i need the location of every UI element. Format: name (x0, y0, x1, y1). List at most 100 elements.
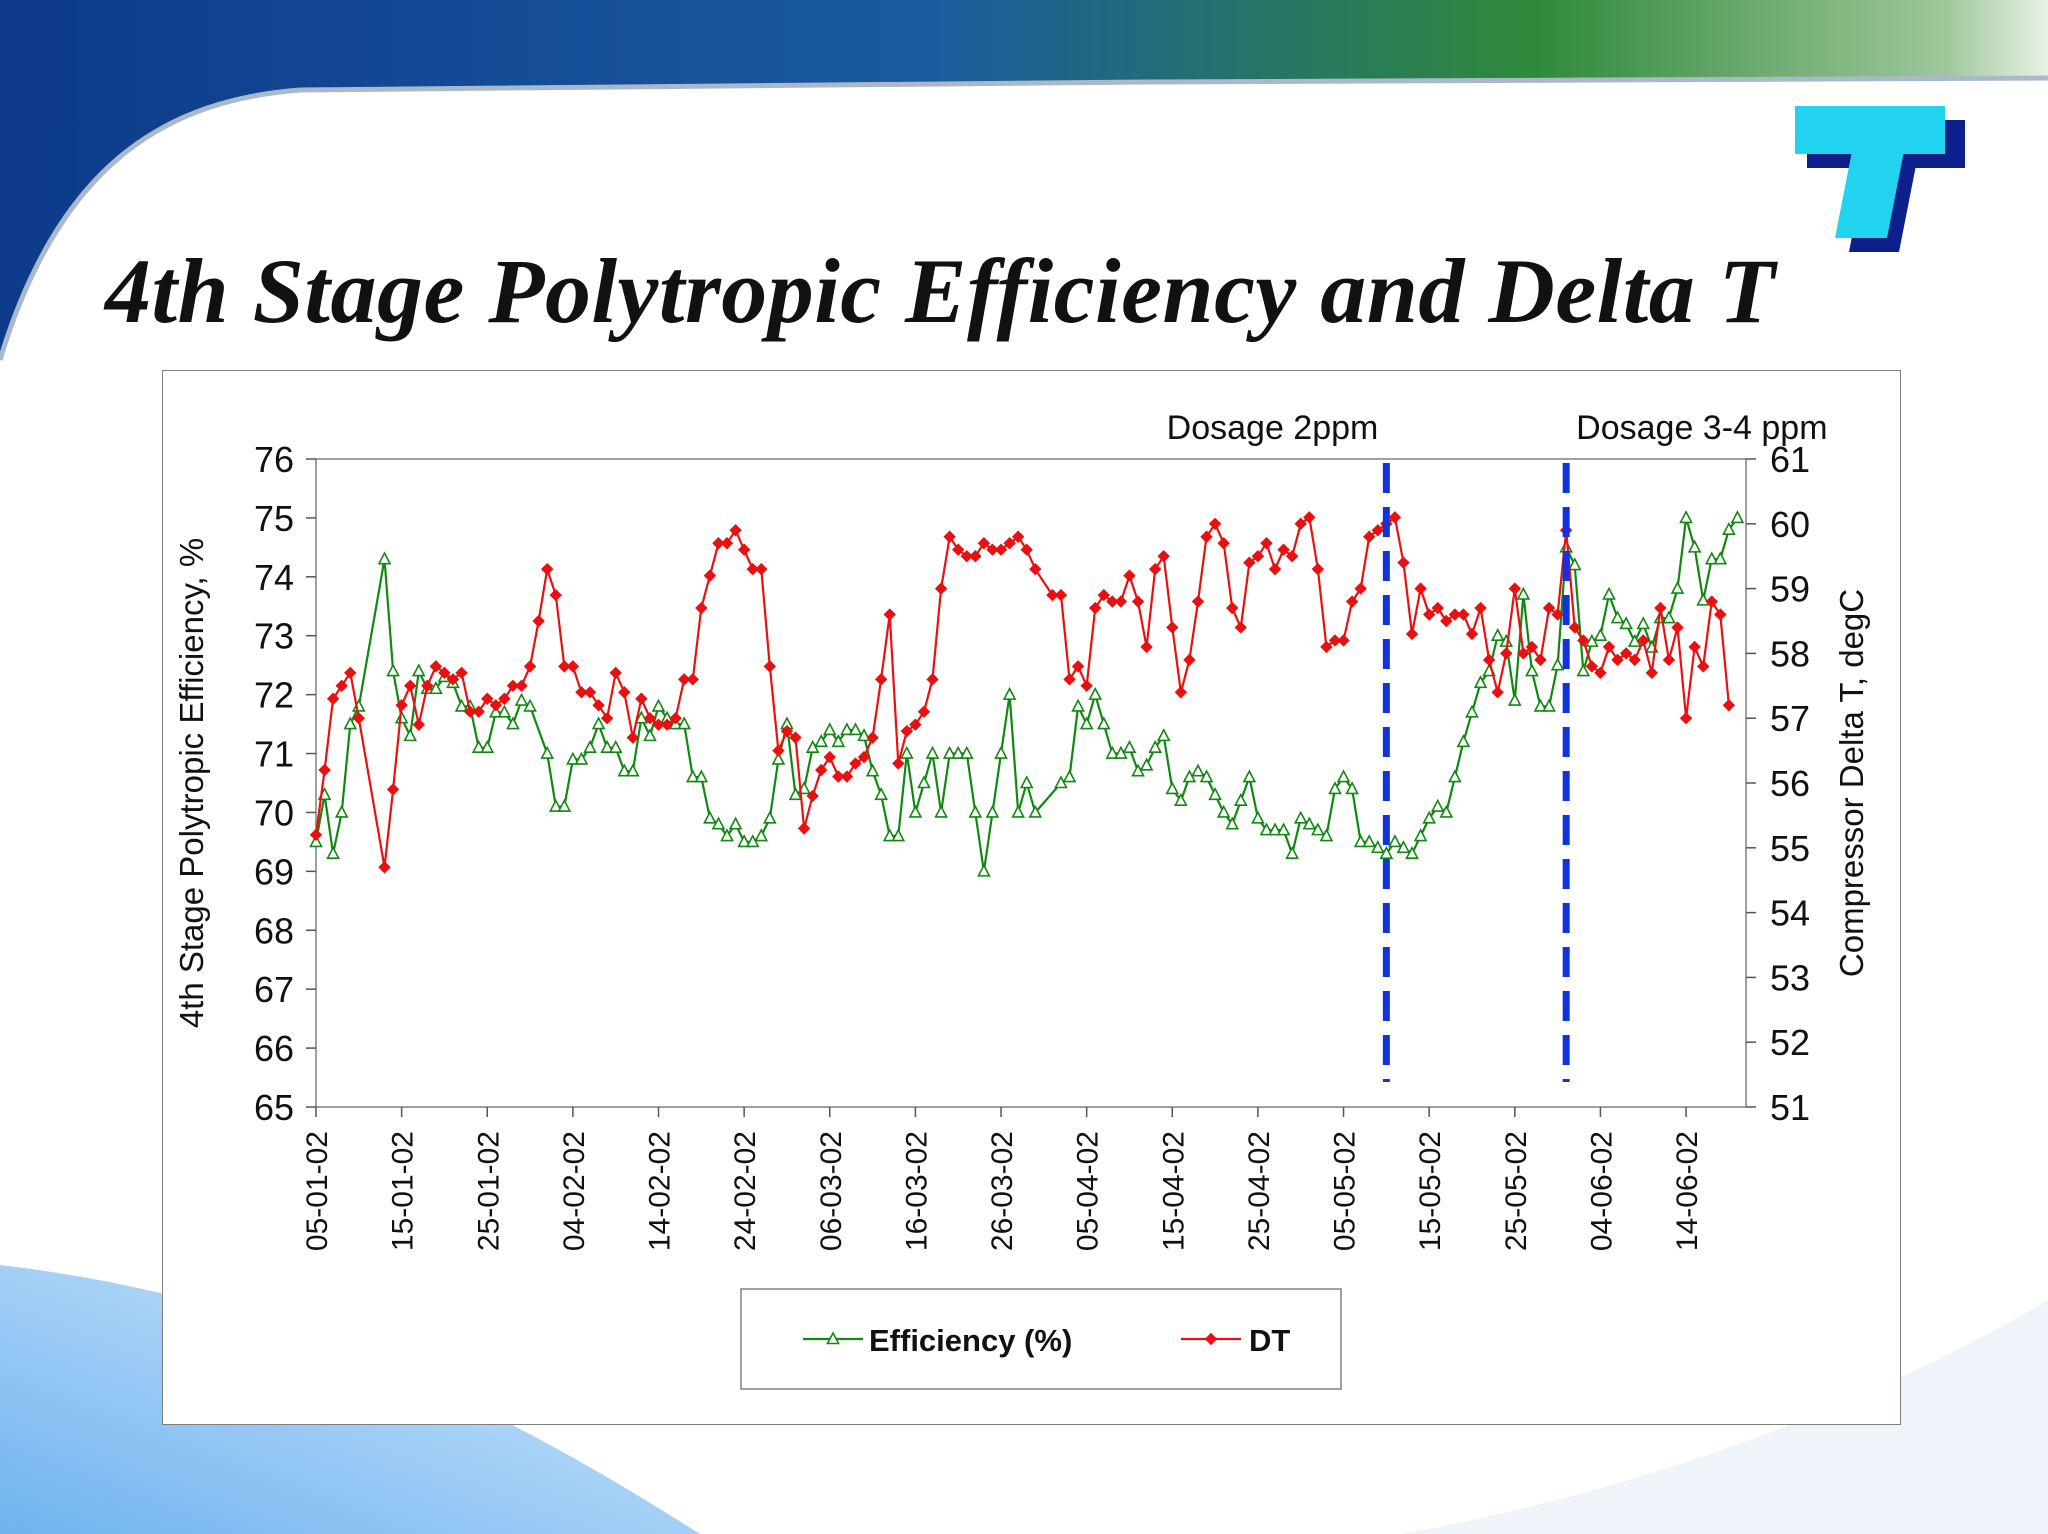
efficiency-point (1627, 633, 1642, 647)
x-tick-label: 25-05-02 (1500, 1131, 1533, 1251)
dt-point (1611, 653, 1624, 667)
dt-point (1551, 608, 1564, 621)
efficiency-point (488, 704, 503, 718)
efficiency-point (685, 769, 700, 783)
efficiency-point (1071, 698, 1085, 712)
efficiency-point (703, 810, 717, 824)
dt-point (1003, 537, 1016, 550)
efficiency-point (411, 663, 426, 677)
x-tick-label: 14-06-02 (1671, 1131, 1704, 1251)
efficiency-point (608, 739, 623, 753)
dt-point (600, 711, 614, 725)
dt-point (1696, 660, 1710, 673)
dt-point (1071, 660, 1085, 673)
dt-point (806, 789, 819, 803)
y-right-tick-label: 59 (1770, 569, 1810, 610)
dt-point (318, 763, 331, 777)
dt-point (1517, 647, 1530, 660)
dt-point (352, 711, 366, 725)
dt-point (472, 705, 485, 718)
dt-point (1148, 562, 1162, 576)
dt-point (1320, 640, 1333, 654)
efficiency-point (1567, 557, 1582, 571)
dt-point (1097, 588, 1110, 602)
dt-point (892, 757, 905, 770)
x-tick-label: 05-01-02 (301, 1131, 334, 1251)
dt-point (309, 828, 323, 842)
dt-point (917, 705, 931, 718)
dt-point (1020, 543, 1033, 556)
dt-point (986, 543, 999, 556)
dt-point (378, 861, 391, 874)
dt-point (1054, 588, 1068, 602)
dt-point (977, 537, 991, 550)
company-logo (1795, 106, 1965, 252)
dt-point (326, 692, 340, 705)
dt-point (532, 614, 545, 628)
efficiency-point (891, 828, 906, 842)
dt-point (1705, 595, 1718, 608)
dt-point (1525, 640, 1539, 654)
efficiency-point (1019, 775, 1034, 789)
efficiency-point (771, 751, 786, 765)
dt-point (1174, 686, 1188, 699)
x-tick-label: 15-04-02 (1157, 1131, 1190, 1251)
dt-point (797, 822, 811, 835)
dosage-label: Dosage 2ppm (1167, 409, 1379, 447)
y-left-tick-label: 75 (254, 498, 294, 539)
x-tick-label: 16-03-02 (900, 1131, 933, 1251)
chart-legend: Efficiency (%) DT (740, 1288, 1342, 1390)
efficiency-point (826, 1331, 840, 1345)
x-tick-label: 15-01-02 (387, 1131, 420, 1251)
efficiency-point (1379, 845, 1394, 859)
chart-axes-layer: 65 66 67 68 69 70 71 72 73 74 75 76 51 52 53 54 55 56 57 58… (173, 439, 1870, 1251)
y-left-tick-label: 73 (254, 616, 294, 657)
dt-point (857, 750, 871, 764)
efficiency-point (1413, 828, 1428, 842)
dt-point (1183, 653, 1196, 667)
dosage-label: Dosage 3-4 ppm (1576, 409, 1827, 447)
dt-point (952, 543, 965, 556)
x-tick-label: 06-03-02 (815, 1131, 848, 1251)
efficiency-point (309, 834, 323, 848)
efficiency-point (1593, 628, 1608, 642)
efficiency-point (1722, 521, 1736, 535)
y-right-tick-label: 61 (1770, 439, 1810, 480)
bottom-right-swoosh (1400, 1300, 2048, 1534)
dt-point (1114, 595, 1128, 608)
efficiency-point (1679, 510, 1693, 524)
y-left-tick-label: 66 (254, 1028, 294, 1069)
efficiency-point (651, 698, 666, 712)
dt-point (1594, 666, 1607, 680)
dt-point (1568, 621, 1581, 634)
dt-point (1131, 595, 1145, 608)
dt-point (1234, 621, 1247, 634)
dt-point (1671, 621, 1684, 634)
efficiency-point (1456, 734, 1471, 748)
efficiency-point (754, 828, 769, 842)
efficiency-point (497, 704, 512, 718)
efficiency-point (617, 763, 632, 777)
efficiency-point (934, 804, 948, 818)
efficiency-point (1105, 745, 1120, 759)
efficiency-point (822, 722, 837, 736)
efficiency-point (1088, 686, 1103, 700)
dt-point (815, 763, 828, 777)
dt-point (1363, 530, 1376, 543)
dt-point (515, 679, 528, 693)
y-right-tick-label: 58 (1770, 633, 1810, 674)
efficiency-point (1670, 580, 1685, 594)
efficiency-point (1704, 551, 1719, 565)
dt-point (1140, 640, 1153, 654)
dt-point (592, 699, 605, 712)
y-right-tick-label: 51 (1770, 1087, 1810, 1128)
efficiency-point (840, 722, 854, 736)
efficiency-point (1696, 592, 1711, 606)
dt-point (1457, 608, 1470, 621)
efficiency-point (677, 716, 692, 730)
efficiency-point (523, 698, 537, 712)
dt-point (1157, 549, 1170, 563)
dt-point (1204, 1332, 1218, 1346)
efficiency-point (874, 787, 888, 801)
y-left-tick-label: 74 (254, 557, 294, 598)
